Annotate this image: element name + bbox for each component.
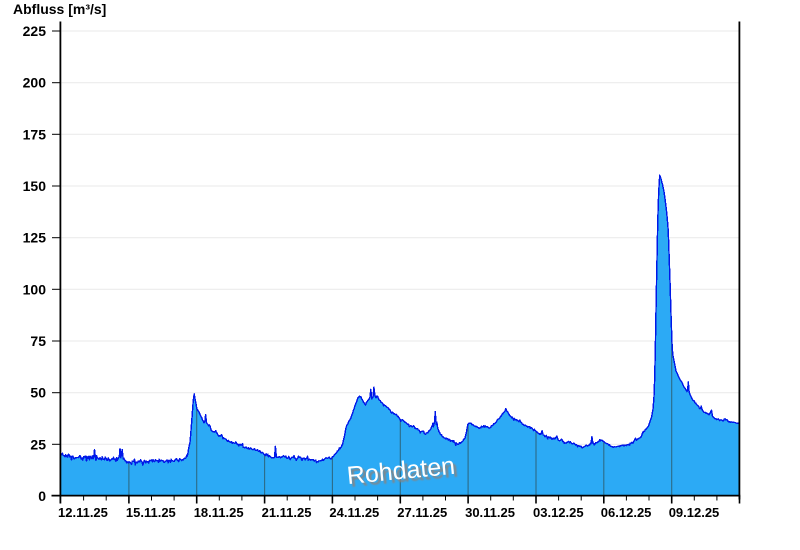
- svg-text:0: 0: [38, 488, 46, 504]
- svg-text:30.11.25: 30.11.25: [465, 505, 515, 520]
- svg-text:150: 150: [23, 178, 47, 194]
- svg-text:09.12.25: 09.12.25: [669, 505, 720, 520]
- svg-text:21.11.25: 21.11.25: [262, 505, 312, 520]
- svg-text:100: 100: [23, 281, 47, 297]
- svg-text:12.11.25: 12.11.25: [58, 505, 108, 520]
- svg-text:15.11.25: 15.11.25: [126, 505, 176, 520]
- svg-text:200: 200: [23, 75, 47, 91]
- svg-text:03.12.25: 03.12.25: [533, 505, 584, 520]
- svg-text:24.11.25: 24.11.25: [329, 505, 379, 520]
- svg-text:27.11.25: 27.11.25: [397, 505, 447, 520]
- svg-text:25: 25: [30, 436, 46, 452]
- svg-text:75: 75: [30, 333, 46, 349]
- svg-text:Abfluss [m³/s]: Abfluss [m³/s]: [13, 1, 106, 17]
- svg-text:18.11.25: 18.11.25: [194, 505, 244, 520]
- svg-text:225: 225: [23, 23, 47, 39]
- svg-text:50: 50: [30, 385, 46, 401]
- svg-text:125: 125: [23, 230, 47, 246]
- svg-text:06.12.25: 06.12.25: [601, 505, 652, 520]
- svg-text:175: 175: [23, 126, 47, 142]
